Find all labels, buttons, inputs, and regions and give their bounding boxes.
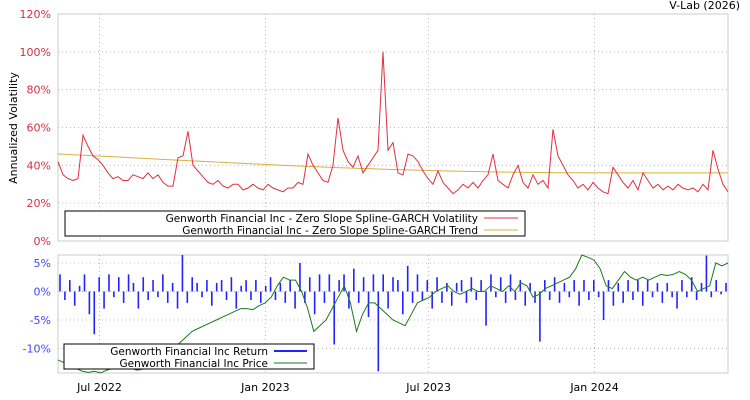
credit-label: V-Lab (2026): [669, 0, 740, 12]
return-plot-frame: [57, 254, 729, 374]
trend-line: [57, 153, 728, 174]
x-tick-label: Jul 2022: [76, 381, 122, 394]
vol-y-tick-label: 100%: [20, 46, 51, 59]
vol-y-tick-label: 40%: [27, 159, 51, 172]
vol-y-tick-label: 80%: [27, 84, 51, 97]
x-tick-label: Jan 2024: [569, 381, 618, 394]
return-y-tick-label: -10%: [23, 342, 51, 355]
return-y-tick-label: -5%: [30, 314, 51, 327]
return-y-tick-label: 0%: [34, 285, 51, 298]
vol-y-tick-label: 20%: [27, 197, 51, 210]
return-legend: [63, 343, 315, 370]
legend-trend-label: Genworth Financial Inc - Zero Slope Spli…: [182, 225, 478, 237]
x-tick-label: Jul 2023: [405, 381, 451, 394]
return-y-tick-label: 5%: [34, 257, 51, 270]
legend-price-label: Genworth Financial Inc Price: [120, 358, 268, 370]
legend-volatility-label: Genworth Financial Inc - Zero Slope Spli…: [166, 213, 478, 225]
x-tick-label: Jan 2023: [240, 381, 289, 394]
volatility-legend: [64, 210, 526, 237]
vol-y-tick-label: 120%: [20, 8, 51, 21]
volatility-line: [57, 51, 729, 195]
vol-y-tick-label: 0%: [34, 235, 51, 248]
legend-return-label: Genworth Financial Inc Return: [110, 346, 268, 358]
vol-y-tick-label: 60%: [27, 122, 51, 135]
y-axis-label: Annualized Volatility: [7, 72, 20, 184]
